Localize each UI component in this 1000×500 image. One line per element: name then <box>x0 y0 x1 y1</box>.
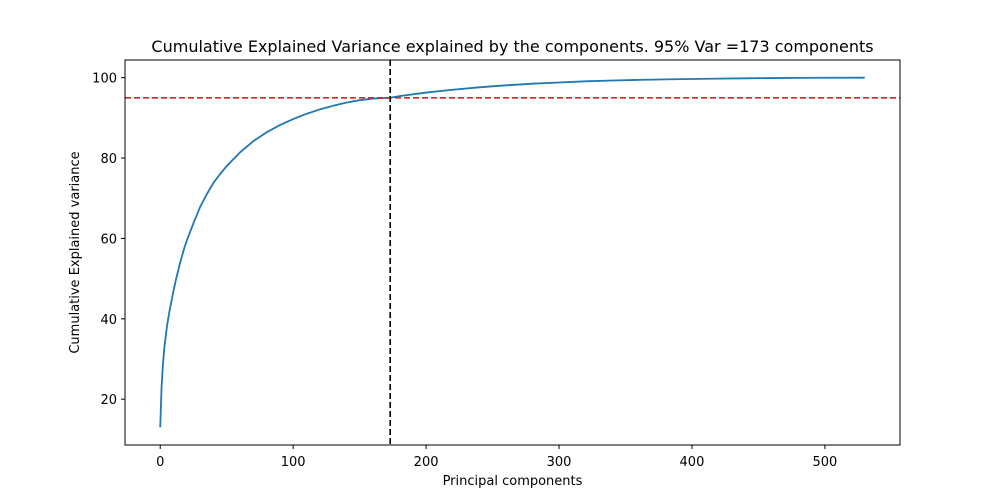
x-axis-ticks: 0 100 200 300 400 500 <box>156 445 837 470</box>
plot-frame <box>124 59 901 446</box>
x-axis-label: Principal components <box>443 474 583 489</box>
plot-area <box>125 60 900 445</box>
y-tick-label: 40 <box>100 313 117 328</box>
x-tick-label: 100 <box>281 455 306 470</box>
y-tick-label: 80 <box>100 152 117 167</box>
x-tick-label: 300 <box>547 455 572 470</box>
x-tick-label: 500 <box>812 455 837 470</box>
series-line-0 <box>159 76 865 428</box>
x-tick-label: 200 <box>414 455 439 470</box>
y-axis-ticks: 20 40 60 80 100 <box>92 72 125 408</box>
y-tick-label: 60 <box>100 232 117 247</box>
chart-title: Cumulative Explained Variance explained … <box>151 37 873 56</box>
y-axis-label: Cumulative Explained variance <box>68 151 83 353</box>
y-tick-label: 20 <box>100 393 117 408</box>
y-tick-label: 100 <box>92 72 117 87</box>
x-tick-label: 0 <box>156 455 164 470</box>
x-tick-label: 400 <box>680 455 705 470</box>
